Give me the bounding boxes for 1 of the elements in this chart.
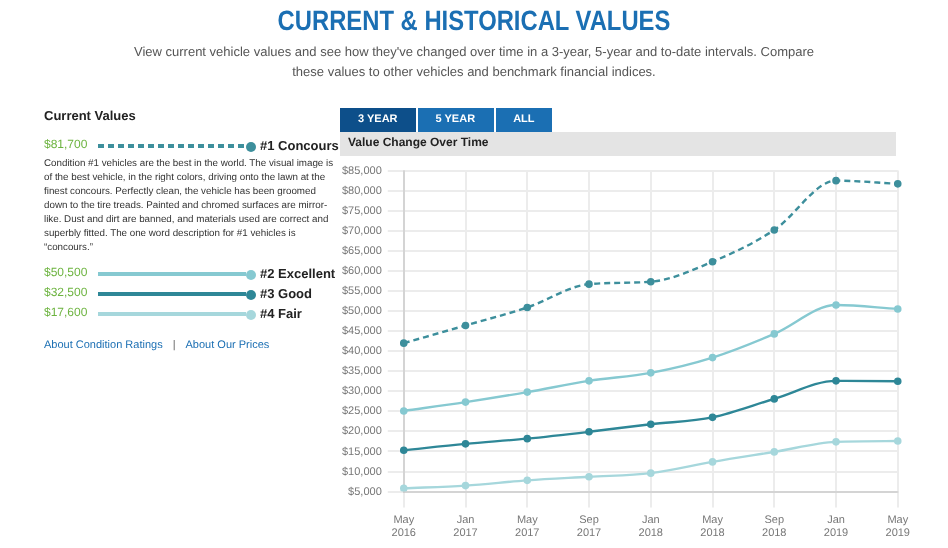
chart-title: CURRENT & HISTORICAL VALUES [275,4,673,36]
